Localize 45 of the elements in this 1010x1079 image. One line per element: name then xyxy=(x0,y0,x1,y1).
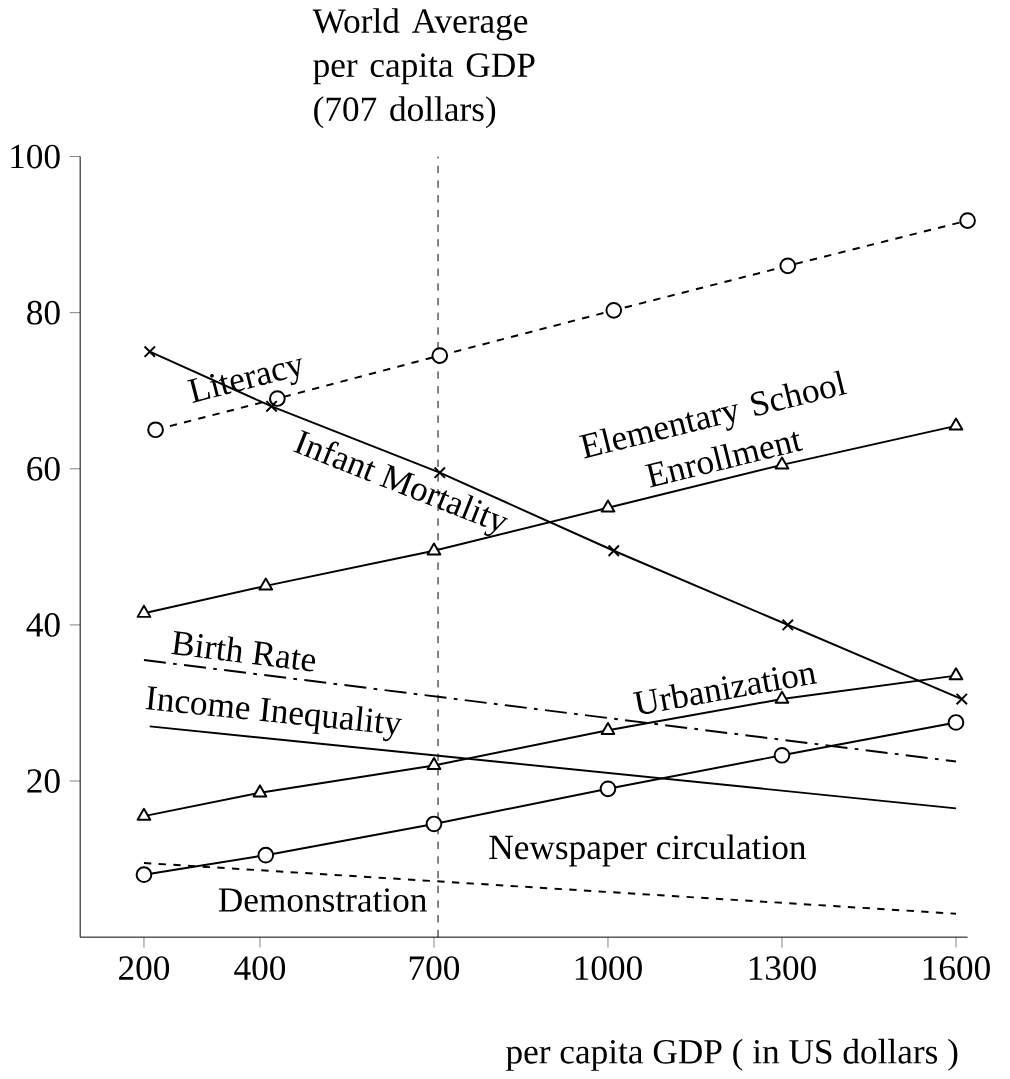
text: Birth Rate xyxy=(171,630,315,672)
point xyxy=(779,257,796,275)
point xyxy=(773,746,791,764)
text: Elementary School Enrollment xyxy=(578,370,848,488)
point xyxy=(781,618,794,632)
y-tick-label: 20 xyxy=(27,769,60,793)
x-tick-label: 200 xyxy=(118,956,169,981)
point xyxy=(135,866,153,884)
point xyxy=(600,721,616,735)
point xyxy=(426,542,442,556)
point xyxy=(257,846,274,864)
series-label: Newspaper circulation xyxy=(489,834,806,867)
point xyxy=(948,417,964,431)
point xyxy=(600,499,616,513)
point xyxy=(607,544,620,557)
point xyxy=(599,780,617,798)
point xyxy=(605,302,622,319)
y-tick-label: 40 xyxy=(26,613,60,637)
y-tick-label: 100 xyxy=(11,144,60,169)
point xyxy=(948,667,964,681)
point xyxy=(425,815,443,833)
x-tick-label: 1000 xyxy=(575,956,642,981)
point xyxy=(959,212,976,229)
point xyxy=(136,604,152,618)
x-axis-title: per capita GDP ( in US dollars ) xyxy=(505,1038,958,1071)
point xyxy=(136,807,152,821)
point xyxy=(258,577,273,591)
text: Literacy xyxy=(187,358,302,403)
x-tick-label: 700 xyxy=(409,956,459,981)
text: Urbanization xyxy=(632,667,817,714)
point xyxy=(252,784,268,798)
point xyxy=(431,347,448,364)
text: Income Inequality xyxy=(145,686,402,742)
point xyxy=(947,714,965,731)
x-tick-label: 1600 xyxy=(923,956,990,981)
y-tick-label: 60 xyxy=(27,456,60,481)
point xyxy=(426,757,442,771)
y-tick-label: 80 xyxy=(26,300,60,325)
series-label: Demonstration xyxy=(218,888,427,912)
point xyxy=(143,345,156,358)
point xyxy=(147,421,164,439)
point xyxy=(955,692,968,706)
ref-line-label: World Average per capita GDP (707 dollars) xyxy=(312,8,535,129)
x-tick-label: 1300 xyxy=(749,956,816,981)
x-tick-label: 400 xyxy=(234,956,285,981)
